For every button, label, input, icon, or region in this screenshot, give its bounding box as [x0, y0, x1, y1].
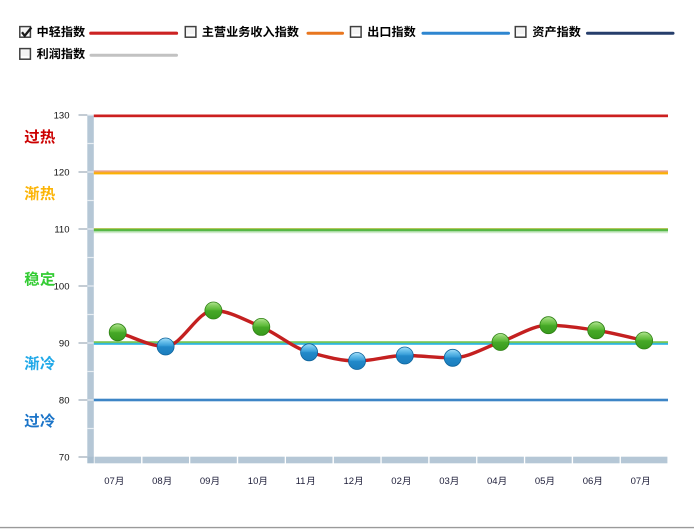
svg-text:100: 100 — [54, 281, 70, 292]
svg-text:70: 70 — [59, 452, 70, 463]
svg-text:09: 09 — [200, 476, 211, 487]
svg-text:11: 11 — [296, 476, 306, 487]
svg-text:04: 04 — [487, 476, 498, 487]
svg-text:06: 06 — [583, 476, 594, 487]
svg-text:120: 120 — [54, 167, 70, 178]
svg-text:12: 12 — [344, 476, 355, 487]
svg-text:130: 130 — [54, 110, 70, 121]
svg-text:80: 80 — [59, 395, 70, 406]
svg-text:110: 110 — [54, 224, 69, 235]
svg-text:90: 90 — [59, 338, 70, 349]
svg-text:07: 07 — [104, 476, 115, 487]
svg-text:08: 08 — [152, 476, 163, 487]
svg-text:10: 10 — [248, 476, 259, 487]
svg-text:03: 03 — [439, 476, 450, 487]
svg-text:05: 05 — [535, 476, 546, 487]
svg-text:07: 07 — [631, 476, 642, 487]
svg-text:02: 02 — [391, 476, 402, 487]
